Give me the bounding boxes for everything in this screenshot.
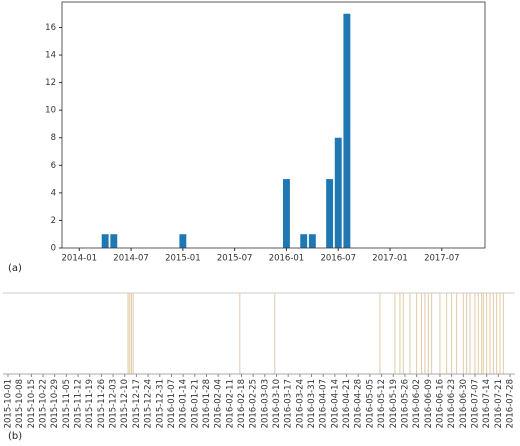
x-tick-label: 2014-01 — [62, 254, 98, 264]
x-tick-label: 2016-06-23 — [447, 379, 457, 428]
x-tick-label: 2015-11-26 — [97, 379, 107, 428]
x-tick-label: 2015-10-22 — [39, 379, 49, 428]
x-tick-label: 2016-02-25 — [249, 379, 259, 428]
bar — [300, 234, 308, 248]
bar — [326, 179, 334, 248]
x-tick-label: 2016-04-28 — [354, 379, 364, 428]
x-tick-label: 2016-03-31 — [307, 379, 317, 428]
y-tick-label: 8 — [51, 133, 56, 143]
x-tick-label: 2015-12-17 — [132, 379, 142, 428]
x-tick-label: 2016-02-18 — [237, 379, 247, 428]
y-tick-label: 12 — [45, 78, 56, 88]
x-tick-label: 2015-11-05 — [62, 379, 72, 428]
x-tick-label: 2016-07-21 — [494, 379, 504, 428]
bar — [101, 234, 109, 248]
x-tick-label: 2016-05-05 — [365, 379, 375, 428]
bar — [343, 13, 351, 249]
bar — [282, 179, 290, 248]
y-tick-label: 14 — [45, 51, 56, 61]
x-tick-label: 2016-07-14 — [482, 379, 492, 428]
x-tick-label: 2016-04-07 — [319, 379, 329, 428]
x-tick-label: 2016-05-19 — [389, 379, 399, 428]
x-tick-label: 2015-11-12 — [74, 379, 84, 428]
x-tick-label: 2015-12-31 — [155, 379, 165, 428]
x-tick-label: 2016-07-28 — [505, 379, 515, 428]
bar — [110, 234, 118, 248]
x-tick-label: 2015-10-08 — [15, 379, 25, 428]
x-tick-label: 2016-01-21 — [190, 379, 200, 428]
x-tick-label: 2016-03-10 — [272, 379, 282, 428]
x-tick-label: 2016-02-04 — [214, 379, 224, 428]
y-tick-label: 4 — [51, 188, 56, 198]
x-tick-label: 2016-06-02 — [412, 379, 422, 428]
x-tick-label: 2016-01-14 — [179, 379, 189, 428]
x-tick-label: 2015-12-10 — [120, 379, 130, 428]
y-tick-label: 16 — [45, 23, 56, 33]
x-tick-label: 2016-06-16 — [435, 379, 445, 428]
y-tick-label: 0 — [51, 244, 56, 254]
y-tick-label: 6 — [51, 161, 56, 171]
x-tick-label: 2017-01 — [372, 254, 408, 264]
x-tick-label: 2016-05-26 — [400, 379, 410, 428]
x-tick-label: 2014-07 — [113, 254, 149, 264]
x-tick-label: 2015-11-19 — [85, 379, 95, 428]
x-tick-label: 2016-04-14 — [330, 379, 340, 428]
x-tick-label: 2016-02-11 — [225, 379, 235, 428]
y-tick-label: 10 — [45, 106, 56, 116]
x-tick-label: 2016-03-24 — [295, 379, 305, 428]
x-tick-label: 2016-06-09 — [424, 379, 434, 428]
x-tick-label: 2016-03-17 — [284, 379, 294, 428]
x-tick-label: 2016-01-07 — [167, 379, 177, 428]
x-tick-label: 2015-01 — [165, 254, 201, 264]
x-tick-label: 2016-03-03 — [260, 379, 270, 428]
x-tick-label: 2015-10-01 — [4, 379, 14, 428]
x-tick-label: 2015-12-03 — [109, 379, 119, 428]
x-tick-label: 2016-01 — [269, 254, 305, 264]
x-tick-label: 2015-10-15 — [27, 379, 37, 428]
plot-frame — [61, 1, 486, 249]
caption: (a) — [8, 263, 22, 274]
x-tick-label: 2016-07 — [320, 254, 356, 264]
x-tick-label: 2016-05-12 — [377, 379, 387, 428]
caption: (b) — [8, 431, 22, 442]
x-tick-label: 2015-10-29 — [50, 379, 60, 428]
x-tick-label: 2015-12-24 — [144, 379, 154, 428]
x-tick-label: 2016-01-28 — [202, 379, 212, 428]
bar — [179, 234, 187, 248]
bar — [334, 137, 342, 248]
y-tick-label: 2 — [51, 216, 56, 226]
bar — [308, 234, 316, 248]
x-tick-label: 2016-06-30 — [459, 379, 469, 428]
x-tick-label: 2017-07 — [424, 254, 460, 264]
x-tick-label: 2016-07-07 — [470, 379, 480, 428]
x-tick-label: 2016-04-21 — [342, 379, 352, 428]
x-tick-label: 2015-07 — [217, 254, 253, 264]
